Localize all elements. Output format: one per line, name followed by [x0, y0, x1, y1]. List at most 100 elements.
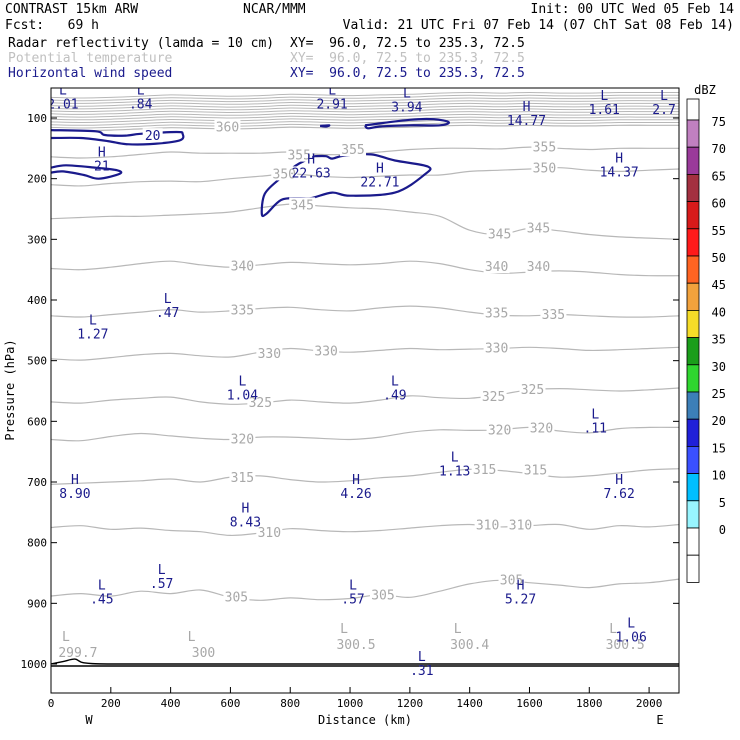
wind-extremum-mark: L: [158, 563, 166, 578]
theta-label: 310: [258, 526, 281, 541]
theta-label-bg: [229, 431, 256, 446]
theta-label: 345: [488, 227, 511, 242]
theta-contour-upper: [51, 116, 679, 124]
field2-name: Potential temperature: [8, 51, 173, 66]
wind-extremum-mark: L: [98, 578, 106, 593]
x-tick-label: 1600: [516, 697, 543, 710]
y-tick-label: 900: [27, 597, 47, 610]
x-axis: 0 200 400 600 800 1000 1200 1400 1600 1800 2000: [48, 687, 662, 710]
theta-label-bg: [229, 258, 256, 273]
plot-area: 360 355 355 355 350 350 345 345 345 340 340 340 335 3…: [51, 83, 679, 679]
theta-extremum-mark: L: [609, 622, 617, 637]
theta-contour-340: [51, 260, 679, 277]
theta-label-bg: [286, 147, 313, 162]
colorbar-box: [686, 527, 700, 556]
colorbar-box: [686, 418, 700, 447]
theta-contour-upper: [51, 97, 679, 104]
theta-label: 355: [533, 141, 556, 156]
wind-extremum-mark: H: [615, 151, 623, 166]
theta-extremum-value: 300.5: [336, 638, 375, 653]
colorbar-box: [686, 119, 700, 148]
theta-label: 315: [473, 463, 496, 478]
theta-contour-upper: [51, 108, 679, 115]
theta-label-bg: [486, 422, 513, 437]
colorbar-box: [686, 201, 700, 230]
wind-extremum-mark: L: [137, 83, 145, 98]
y-tick-label: 400: [27, 294, 47, 307]
x-tick-label: 1800: [576, 697, 603, 710]
theta-contour-310: [51, 523, 679, 537]
wind-extremum-value: 5.27: [505, 592, 536, 607]
x-tick-label: 1000: [337, 697, 364, 710]
theta-contours: [51, 124, 679, 665]
colorbar-box: [686, 309, 700, 338]
theta-label-bg: [229, 469, 256, 484]
theta-label-bg: [256, 524, 283, 539]
wind-extremum-mark: L: [627, 617, 635, 632]
wind-extremum-mark: L: [451, 450, 459, 465]
x-axis-title: Distance (km): [318, 713, 412, 727]
theta-label-bg: [522, 462, 549, 477]
theta-extremum-value: 300.5: [606, 638, 645, 653]
theta-label: 330: [485, 342, 508, 357]
theta-label: 360: [216, 121, 239, 136]
colorbar-tick-label: 35: [712, 333, 726, 347]
theta-label: 320: [530, 422, 553, 437]
wind-extremum-mark: L: [418, 650, 426, 665]
theta-contour-320: [51, 426, 679, 442]
colorbar-box: [686, 554, 700, 583]
theta-label: 310: [476, 519, 499, 534]
theta-label: 325: [249, 396, 272, 411]
theta-label-bg: [528, 420, 555, 435]
theta-label-bg: [289, 197, 316, 212]
wind-extremum-value: 1.13: [439, 464, 470, 479]
x-axis-east-label: E: [656, 713, 663, 727]
colorbar-title: dBZ: [694, 83, 716, 97]
colorbar-box: [686, 445, 700, 474]
colorbar-tick-label: 30: [712, 360, 726, 374]
theta-contour-upper: [51, 94, 679, 102]
field3-name: Horizontal wind speed: [8, 66, 172, 81]
wind-extremum-value: 1.06: [615, 631, 646, 646]
theta-contour-330: [51, 346, 679, 361]
surface-contour: [51, 658, 679, 665]
colorbar-box: [686, 173, 700, 202]
wind-extremum-mark: H: [352, 473, 360, 488]
colorbar-tick-label: 50: [712, 251, 726, 265]
y-tick-label: 200: [27, 173, 47, 186]
wind-extremum-value: 7.62: [604, 487, 635, 502]
theta-label: 345: [527, 221, 550, 236]
colorbar-box: [686, 500, 700, 529]
colorbar-tick-label: 70: [712, 142, 726, 156]
wind-extremum-mark: L: [59, 83, 67, 98]
x-tick-label: 1400: [456, 697, 483, 710]
field3-xy: XY= 96.0, 72.5 to 235.3, 72.5: [290, 66, 525, 81]
theta-label-bg: [271, 166, 298, 181]
theta-label-bg: [247, 395, 274, 410]
wind-extremum-value: 2.7: [652, 103, 675, 118]
theta-contour-350: [51, 167, 679, 187]
theta-label: 320: [488, 423, 511, 438]
wind-extremum-value: .57: [341, 592, 364, 607]
wind-extremum-value: 8.43: [230, 515, 261, 530]
wind-extremum-mark: H: [615, 473, 623, 488]
wind-extremum-mark: L: [164, 292, 172, 307]
theta-label: 340: [485, 260, 508, 275]
theta-label-bg: [540, 307, 567, 322]
wind-extremum-mark: H: [71, 473, 79, 488]
theta-label-bg: [486, 226, 513, 241]
wind-contours: [51, 117, 450, 218]
theta-contour-upper: [51, 100, 679, 107]
wind-extremum-value: 22.71: [360, 176, 399, 191]
wind-label-bg: [142, 128, 163, 143]
wind-contour-20: [51, 129, 185, 146]
wind-extremum-value: 1.27: [77, 327, 108, 342]
theta-contour-upper: [51, 113, 679, 121]
theta-label-bg: [369, 587, 396, 602]
wind-extremum-mark: L: [349, 578, 357, 593]
y-axis: 100 200 300 400 500 600 700 800 900 1000: [21, 112, 679, 671]
theta-extremum-value: 300: [192, 646, 215, 661]
wind-extremum-mark: L: [89, 313, 97, 328]
